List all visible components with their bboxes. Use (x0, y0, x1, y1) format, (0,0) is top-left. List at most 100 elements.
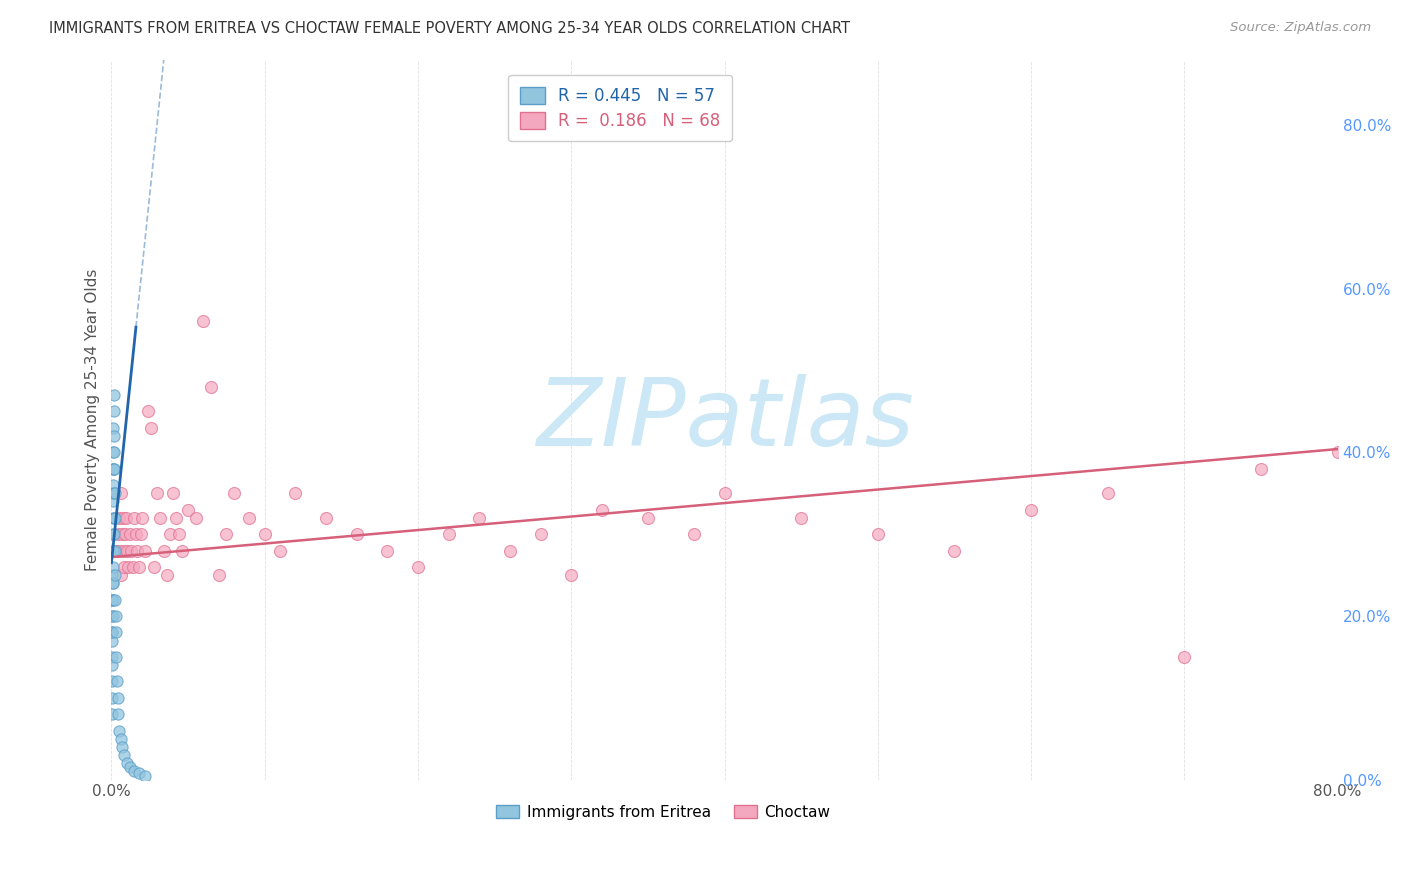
Point (101, 461, 124, 475)
Point (114, 560, 136, 574)
Point (591, 502, 613, 516)
Point (103, 478, 125, 492)
Point (499, 543, 522, 558)
Point (406, 560, 429, 574)
Text: Source: ZipAtlas.com: Source: ZipAtlas.com (1230, 21, 1371, 34)
Point (104, 486, 127, 500)
Point (117, 560, 139, 574)
Point (108, 510, 131, 524)
Point (136, 404, 159, 418)
Point (713, 486, 735, 500)
Point (200, 380, 222, 394)
Point (101, 707, 124, 722)
Point (128, 560, 150, 574)
Point (103, 461, 125, 475)
Point (104, 510, 127, 524)
Point (105, 543, 128, 558)
Point (101, 592, 124, 607)
Point (110, 731, 132, 746)
Point (124, 510, 146, 524)
Point (111, 739, 134, 754)
Point (103, 388, 125, 402)
Point (115, 756, 138, 771)
Point (943, 543, 966, 558)
Point (637, 510, 659, 524)
Point (118, 527, 141, 541)
Point (103, 527, 125, 541)
Point (108, 543, 131, 558)
Point (134, 543, 156, 558)
Point (115, 510, 138, 524)
Point (111, 510, 134, 524)
Point (122, 560, 145, 574)
Point (103, 445, 125, 459)
Point (103, 404, 125, 418)
Point (208, 568, 231, 582)
Legend: Immigrants from Eritrea, Choctaw: Immigrants from Eritrea, Choctaw (491, 798, 837, 826)
Point (159, 527, 181, 541)
Point (107, 690, 129, 705)
Text: ZIPatlas: ZIPatlas (536, 374, 914, 465)
Text: IMMIGRANTS FROM ERITREA VS CHOCTAW FEMALE POVERTY AMONG 25-34 YEAR OLDS CORRELAT: IMMIGRANTS FROM ERITREA VS CHOCTAW FEMAL… (49, 21, 851, 36)
Point (1097, 486, 1119, 500)
Point (165, 510, 187, 524)
Point (101, 568, 124, 582)
Point (105, 625, 128, 640)
Y-axis label: Female Poverty Among 25-34 Year Olds: Female Poverty Among 25-34 Year Olds (86, 268, 100, 571)
Point (560, 568, 582, 582)
Point (103, 445, 125, 459)
Point (238, 510, 260, 524)
Point (103, 461, 125, 475)
Point (529, 527, 551, 541)
Point (131, 510, 153, 524)
Point (128, 766, 150, 780)
Point (155, 568, 177, 582)
Point (146, 486, 169, 500)
Point (103, 486, 125, 500)
Point (101, 592, 124, 607)
Point (103, 510, 125, 524)
Point (101, 690, 124, 705)
Point (105, 674, 128, 689)
Point (104, 592, 127, 607)
Point (101, 560, 124, 574)
Point (107, 707, 129, 722)
Point (127, 543, 149, 558)
Point (108, 723, 131, 738)
Point (101, 543, 124, 558)
Point (104, 609, 127, 624)
Point (101, 576, 124, 591)
Point (129, 527, 152, 541)
Point (101, 633, 124, 648)
Point (167, 527, 190, 541)
Point (375, 543, 398, 558)
Point (134, 768, 156, 782)
Point (101, 510, 124, 524)
Point (110, 568, 132, 582)
Point (101, 649, 124, 664)
Point (105, 649, 128, 664)
Point (114, 527, 136, 541)
Point (346, 527, 368, 541)
Point (101, 609, 124, 624)
Point (177, 502, 200, 516)
Point (112, 543, 135, 558)
Point (1173, 649, 1195, 664)
Point (120, 543, 142, 558)
Point (101, 543, 124, 558)
Point (124, 764, 146, 779)
Point (143, 560, 166, 574)
Point (107, 527, 129, 541)
Point (468, 510, 491, 524)
Point (104, 568, 127, 582)
Point (101, 658, 124, 673)
Point (101, 609, 124, 624)
Point (110, 486, 132, 500)
Point (1019, 502, 1042, 516)
Point (1250, 461, 1272, 475)
Point (141, 421, 163, 435)
Point (103, 429, 125, 443)
Point (125, 527, 148, 541)
Point (103, 461, 125, 475)
Point (101, 625, 124, 640)
